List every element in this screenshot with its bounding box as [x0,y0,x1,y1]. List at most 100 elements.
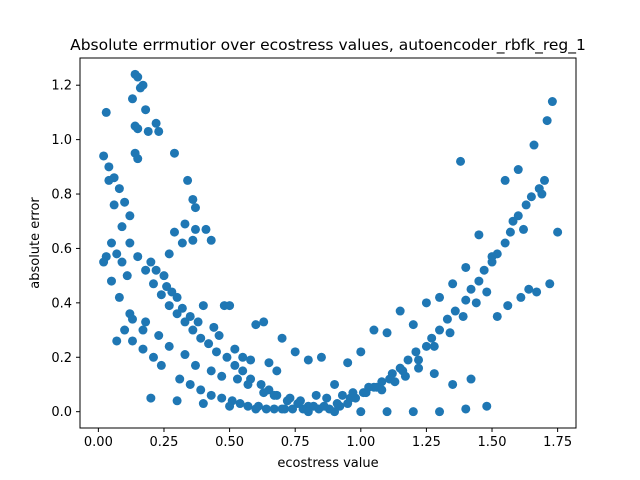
scatter-point [482,287,492,297]
scatter-point [269,404,279,414]
scatter-point [172,309,182,319]
scatter-point [154,126,164,136]
scatter-point [435,292,445,302]
scatter-point [146,393,156,403]
scatter-point [516,292,526,302]
scatter-point [513,211,523,221]
scatter-point [277,333,287,343]
scatter-point [435,325,445,335]
scatter-point [169,148,179,158]
scatter-point [133,252,143,262]
scatter-point [104,175,114,185]
scatter-point [135,83,145,93]
scatter-point [332,399,342,409]
scatter-point [211,347,221,357]
scatter-point [172,396,182,406]
plot-frame [79,57,577,429]
scatter-point [450,306,460,316]
scatter-point [180,317,190,327]
scatter-point [259,317,269,327]
scatter-point [148,352,158,362]
scatter-point [330,379,340,389]
scatter-point [288,404,298,414]
scatter-point [411,347,421,357]
scatter-point [238,352,248,362]
scatter-point [164,341,174,351]
scatter-point [377,385,387,395]
scatter-point [180,350,190,360]
scatter-point [159,271,169,281]
scatter-point [408,407,418,417]
scatter-point [206,235,216,245]
scatter-point [319,401,329,411]
scatter-point [190,360,200,370]
scatter-point [532,287,542,297]
scatter-point [322,393,332,403]
scatter-point [106,238,116,248]
scatter-point [180,219,190,229]
scatter-point [479,265,489,275]
scatter-point [243,401,253,411]
scatter-point [114,184,124,194]
scatter-point [264,358,274,368]
scatter-point [442,314,452,324]
scatter-point [303,355,313,365]
scatter-point [133,124,143,134]
scatter-point [285,393,295,403]
y-tick-label: 0.6 [51,242,72,257]
scatter-point [125,238,135,248]
scatter-point [316,352,326,362]
scatter-point [151,118,161,128]
scatter-point [529,140,539,150]
scatter-point [330,407,340,417]
scatter-point [311,390,321,400]
scatter-point [198,301,208,311]
scatter-point [127,314,137,324]
scatter-point [414,363,424,373]
x-axis-label: ecostress value [277,456,378,471]
scatter-point [456,156,466,166]
scatter-point [421,341,431,351]
scatter-point [503,301,513,311]
scatter-point [204,339,214,349]
scatter-point [537,189,547,199]
x-tick-label: 0.50 [215,435,244,450]
scatter-point [185,379,195,389]
scatter-point [106,276,116,286]
scatter-point [238,366,248,376]
scatter-point [225,401,235,411]
scatter-point [369,325,379,335]
scatter-point [156,360,166,370]
scatter-point [526,192,536,202]
y-tick-label: 1.0 [51,133,72,148]
scatter-point [222,352,232,362]
scatter-point [154,331,164,340]
chart-title: Absolute errmutior over ecostress values… [70,36,586,55]
scatter-point [138,325,148,335]
scatter-point [188,235,198,245]
scatter-point [101,107,111,117]
scatter-point [117,222,127,232]
x-tick-label: 1.75 [543,435,572,450]
scatter-point [141,317,151,327]
scatter-point [120,197,130,207]
scatter-point [414,355,424,365]
scatter-point [445,328,455,338]
scatter-point [112,249,122,259]
scatter-point [230,360,240,370]
scatter-point [256,379,266,389]
scatter-point [500,175,510,185]
scatter-point [466,374,476,384]
scatter-point [151,265,161,275]
scatter-point [117,257,127,267]
scatter-point [99,151,109,161]
scatter-point [143,126,153,136]
scatter-point [547,97,557,107]
scatter-point [190,203,200,213]
scatter-point [127,336,137,346]
scatter-point [458,311,468,321]
scatter-point [120,325,130,335]
scatter-point [427,333,437,343]
scatter-point [482,401,492,411]
